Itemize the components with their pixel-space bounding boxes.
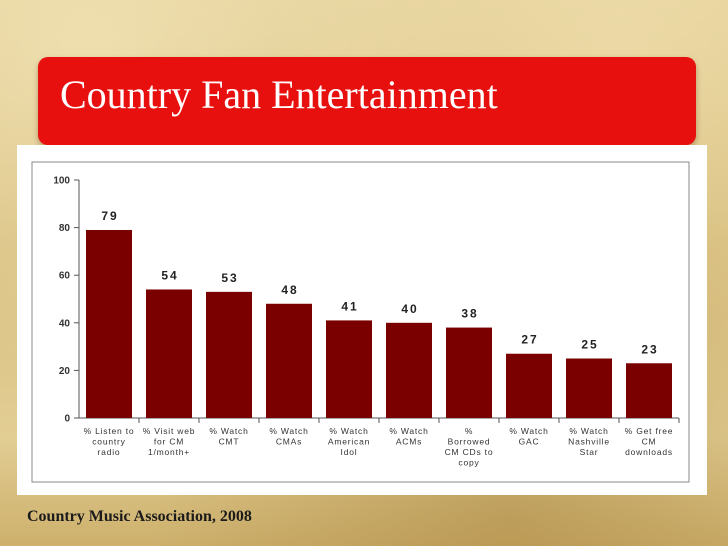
bar — [566, 358, 612, 418]
x-category-label: % Watch American Idol — [328, 426, 370, 457]
bar — [86, 229, 132, 418]
x-category-label: % Listen to country radio — [84, 426, 135, 457]
bar-value-label: 53 — [221, 271, 238, 285]
x-category-label: % Borrowed CM CDs to copy — [445, 426, 494, 468]
bar-value-label: 79 — [101, 209, 118, 223]
bar — [206, 291, 252, 418]
bar-value-label: 23 — [641, 342, 658, 356]
source-caption: Country Music Association, 2008 — [27, 508, 252, 525]
slide-title: Country Fan Entertainment — [60, 72, 498, 117]
bar-value-label: 40 — [401, 302, 418, 316]
x-category-label: % Watch GAC — [509, 426, 548, 447]
bar — [386, 322, 432, 418]
bar-value-label: 38 — [461, 307, 478, 321]
bar — [506, 353, 552, 418]
title-banner: Country Fan Entertainment — [38, 57, 696, 145]
y-tick-label: 40 — [59, 318, 71, 329]
y-tick-label: 100 — [53, 176, 70, 187]
bar — [266, 303, 312, 418]
bar-chart: 0 20 40 60 80 100 79 % Listen to country radio 54%… — [31, 161, 690, 483]
chart-panel: 0 20 40 60 80 100 79 % Listen to country radio 54%… — [17, 145, 707, 495]
bar — [326, 320, 372, 418]
bar — [626, 363, 672, 418]
bar — [446, 327, 492, 418]
y-tick-label: 0 — [64, 414, 70, 425]
y-tick-label: 20 — [59, 366, 71, 377]
bar-value-label: 25 — [581, 338, 598, 352]
bar-value-label: 27 — [521, 333, 538, 347]
x-category-label: % Watch Nashville Star — [568, 426, 610, 457]
x-category-label: % Get free CM downloads — [625, 426, 674, 457]
x-category-label: % Visit web for CM 1/month+ — [143, 426, 196, 457]
plot-frame — [31, 161, 690, 483]
bar-value-label: 41 — [341, 299, 358, 313]
y-tick-label: 60 — [59, 271, 71, 282]
x-category-label: % Watch CMAs — [269, 426, 308, 447]
x-category-label: % Watch CMT — [209, 426, 248, 447]
x-category-label: % Watch ACMs — [389, 426, 428, 447]
y-tick-label: 80 — [59, 223, 71, 234]
bar — [146, 289, 192, 418]
bar-value-label: 48 — [281, 283, 298, 297]
bar-value-label: 54 — [161, 268, 178, 282]
